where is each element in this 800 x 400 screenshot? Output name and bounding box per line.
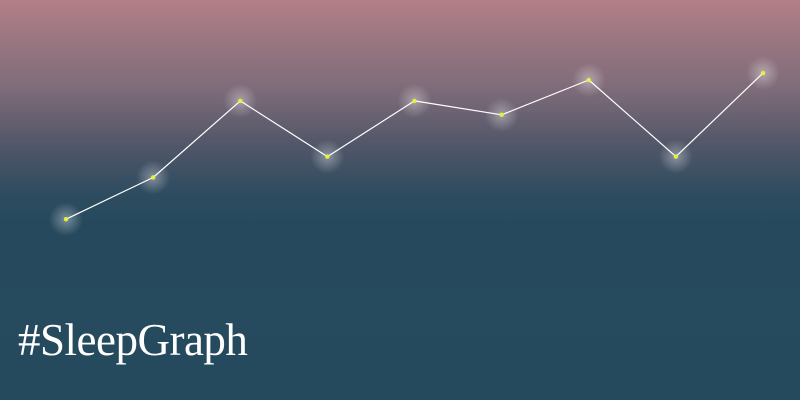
data-point — [150, 175, 156, 180]
data-point — [673, 154, 679, 159]
data-point — [63, 217, 69, 222]
data-point — [238, 98, 243, 104]
hashtag-title: #SleepGraph — [18, 315, 248, 365]
data-point — [325, 154, 330, 159]
data-point — [760, 70, 766, 76]
point-glow-layer — [49, 56, 780, 237]
data-point — [412, 98, 417, 104]
data-point-layer — [63, 70, 766, 222]
data-point — [499, 112, 504, 118]
data-point — [586, 77, 591, 83]
